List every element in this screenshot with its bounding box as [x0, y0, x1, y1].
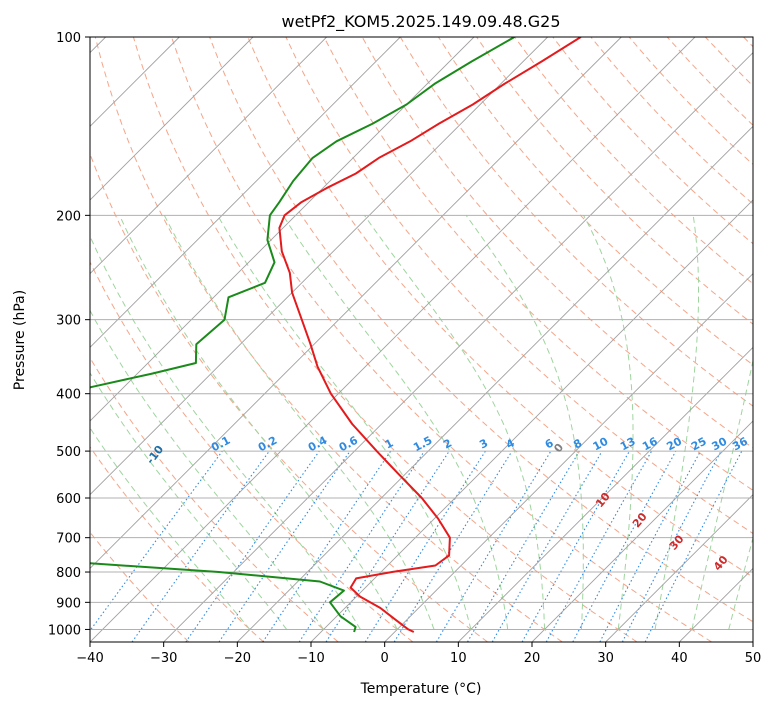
y-tick-label: 400 [56, 388, 81, 403]
dry-adiabats [90, 37, 753, 642]
pressure-gridlines [90, 37, 753, 630]
x-tick-label: 0 [381, 651, 389, 666]
x-axis: −40 −30 −20 −10 0 10 20 30 40 50 [76, 642, 761, 666]
dry-adiabat-line [323, 37, 753, 491]
mixing-ratio-line [298, 450, 425, 642]
x-tick-label: 10 [450, 651, 467, 666]
profiles [90, 37, 582, 633]
isotherm-line [531, 420, 753, 642]
y-tick-label: 100 [56, 31, 81, 46]
line-labels: 0.10.20.40.611.52346810131620253036-100-… [144, 434, 751, 574]
mixing-ratio-line [393, 450, 513, 642]
x-tick-label: −40 [76, 651, 103, 666]
isotherm-line [90, 37, 254, 201]
mixing-ratio-lines [90, 450, 743, 642]
mixing-ratio-line [572, 450, 677, 642]
isotherm-line [90, 37, 327, 275]
x-tick-label: 30 [597, 651, 614, 666]
y-tick-label: 1000 [48, 623, 81, 638]
isotherm-line [163, 52, 753, 642]
moist-adiabat-line [282, 215, 509, 630]
isotherm-line [90, 37, 475, 422]
dry-adiabat-line [476, 37, 753, 325]
dry-adiabat-line [90, 356, 339, 642]
isotherm-line [237, 125, 753, 642]
mixing-ratio-label: 10 [591, 435, 611, 454]
isotherm-line [605, 494, 753, 642]
dry-adiabat-line [285, 37, 753, 535]
x-tick-label: 20 [524, 651, 541, 666]
dry-adiabat-line [132, 37, 638, 642]
plot-frame [89, 36, 754, 643]
y-tick-label: 500 [56, 445, 81, 460]
isotherm-line [90, 37, 401, 348]
mixing-ratio-line [90, 450, 223, 632]
mixing-ratio-line [185, 450, 320, 642]
isotherm-line [384, 273, 753, 642]
y-axis-title: Pressure (hPa) [12, 290, 28, 390]
isotherms [90, 37, 753, 642]
isotherm-line [310, 199, 753, 642]
mixing-ratio-label: 20 [664, 435, 684, 454]
dry-adiabat-line [94, 37, 563, 642]
y-tick-label: 300 [56, 314, 81, 329]
dewpoint-line [90, 37, 515, 633]
chart-title: wetPf2_KOM5.2025.149.09.48.G25 [281, 12, 560, 32]
mixing-ratio-line [644, 450, 743, 642]
y-tick-label: 200 [56, 209, 81, 224]
y-axis: 100 200 300 400 500 600 700 800 900 1000 [48, 31, 90, 638]
mixing-ratio-line [262, 450, 392, 642]
dry-adiabat-line [247, 37, 753, 578]
mixing-ratio-label: 30 [710, 435, 730, 454]
x-tick-label: −10 [297, 651, 324, 666]
dry-adiabat-line [514, 37, 753, 285]
x-tick-label: 50 [745, 651, 762, 666]
plot-area: 0.10.20.40.611.52346810131620253036-100-… [90, 37, 753, 642]
mixing-ratio-label: 25 [689, 435, 709, 454]
moist-adiabat-line [90, 309, 324, 630]
x-tick-label: −30 [150, 651, 177, 666]
y-tick-label: 700 [56, 532, 81, 547]
y-tick-label: 800 [56, 566, 81, 581]
dry-adiabat-line [90, 446, 264, 642]
moist-adiabat-line [119, 215, 398, 630]
isotherm-line [90, 37, 696, 642]
mixing-ratio-line [545, 450, 653, 642]
x-axis-title: Temperature (°C) [360, 681, 482, 697]
y-tick-label: 600 [56, 492, 81, 507]
dry-adiabat-line [209, 37, 753, 623]
x-tick-label: −20 [224, 651, 251, 666]
dry-adiabat-line [171, 37, 712, 642]
dry-adiabat-line [90, 260, 414, 642]
temperature-line [278, 37, 582, 633]
mixing-ratio-label: 16 [640, 435, 660, 454]
mixing-ratio-line [325, 450, 450, 642]
mixing-ratio-line [521, 450, 630, 642]
mixing-ratio-line [131, 450, 270, 642]
mixing-ratio-line [218, 450, 351, 642]
y-tick-label: 900 [56, 596, 81, 611]
isotherm-line [458, 346, 753, 642]
isotherm-line [90, 37, 548, 496]
mixing-ratio-label: 36 [730, 435, 750, 454]
mixing-ratio-label: 13 [618, 435, 638, 454]
x-tick-label: 40 [671, 651, 688, 666]
isotherm-line [90, 37, 622, 569]
